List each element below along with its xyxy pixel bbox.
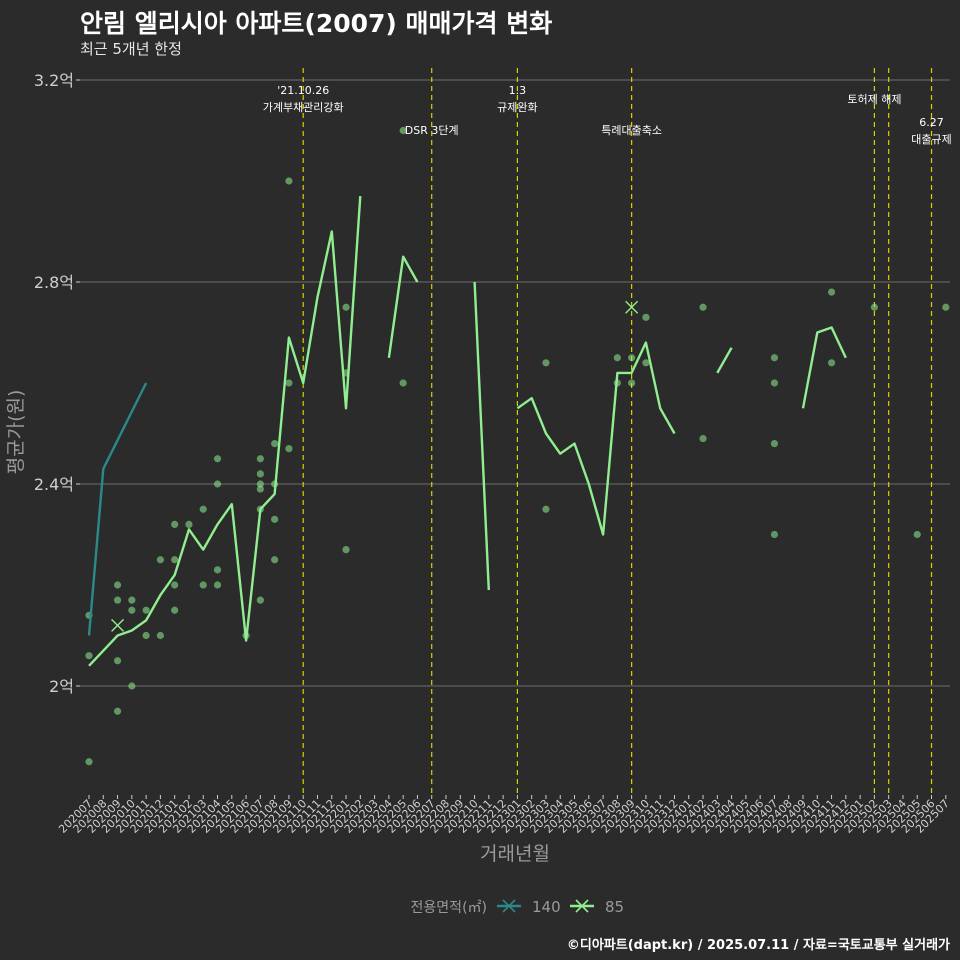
- legend-label: 85: [605, 898, 624, 916]
- cross-stroke: [111, 618, 125, 632]
- data-point: [827, 359, 836, 367]
- cross-marker: [625, 300, 639, 314]
- data-point: [827, 288, 836, 296]
- legend-title: 전용면적(㎡): [411, 900, 487, 916]
- event-label: 6.27: [919, 116, 944, 129]
- series-line-85: [473, 281, 490, 591]
- data-point: [271, 556, 279, 564]
- data-point: [642, 359, 650, 367]
- data-point: [542, 359, 550, 367]
- event-label: 가계부채관리강화: [263, 101, 344, 114]
- data-point: [613, 354, 621, 362]
- data-point: [113, 657, 122, 665]
- y-tick-label: 3.2억: [34, 71, 74, 90]
- data-point: [285, 445, 293, 453]
- chart-title: 안림 엘리시아 아파트(2007) 매매가격 변화: [80, 9, 553, 38]
- event-label: 특례대출축소: [601, 124, 662, 137]
- data-point: [171, 520, 179, 529]
- legend-item-85: [570, 899, 594, 913]
- data-point: [628, 379, 636, 387]
- chart-subtitle: 최근 5개년 한정: [80, 40, 182, 58]
- legend-label: 140: [532, 898, 561, 916]
- data-point: [171, 606, 179, 614]
- series-line-85: [801, 326, 847, 409]
- data-point: [870, 303, 879, 311]
- data-point: [699, 434, 707, 443]
- data-point: [770, 354, 779, 362]
- event-label: DSR 3단계: [405, 124, 459, 137]
- y-tick-label: 2억: [49, 677, 74, 696]
- data-point: [113, 581, 122, 589]
- data-point: [128, 682, 136, 690]
- x-axis-title: 거래년월: [480, 843, 550, 865]
- data-point: [256, 470, 264, 478]
- series-line-85: [387, 255, 419, 358]
- series-line-85: [716, 347, 733, 374]
- data-point: [156, 556, 164, 564]
- data-point: [770, 379, 779, 387]
- data-point: [342, 546, 350, 554]
- series-line-140: [87, 382, 148, 636]
- data-point: [256, 596, 264, 604]
- legend-key-cross: [502, 899, 516, 913]
- data-point: [256, 480, 264, 488]
- data-point: [199, 581, 207, 589]
- data-point: [770, 440, 779, 448]
- data-point: [913, 530, 921, 539]
- data-point: [399, 126, 407, 135]
- data-point: [628, 354, 636, 362]
- event-label: '21.10.26: [277, 84, 329, 97]
- data-point: [271, 440, 279, 448]
- data-point: [185, 520, 193, 529]
- data-point: [399, 379, 407, 387]
- data-point: [699, 303, 707, 311]
- plot-background: [80, 60, 950, 795]
- source-caption: ©디아파트(dapt.kr) / 2025.07.11 / 자료=국토교통부 실…: [566, 938, 950, 953]
- data-point: [770, 530, 779, 539]
- cross-stroke: [625, 300, 639, 314]
- data-point: [642, 313, 650, 321]
- cross-marker: [111, 618, 125, 632]
- event-label: 규제완화: [497, 101, 537, 114]
- data-point: [342, 303, 350, 311]
- series-line-85: [88, 196, 362, 667]
- data-point: [113, 707, 122, 715]
- y-tick-label: 2.8억: [34, 273, 74, 292]
- data-point: [156, 631, 164, 640]
- event-label: 1.3: [509, 84, 527, 97]
- data-point: [171, 556, 179, 564]
- data-point: [128, 606, 136, 614]
- data-point: [256, 485, 264, 493]
- y-tick-label: 2.4억: [34, 475, 74, 494]
- data-point: [113, 596, 122, 604]
- y-axis-title: 평균가(원): [5, 390, 27, 475]
- data-point: [85, 652, 93, 660]
- data-point: [142, 631, 150, 640]
- event-label: 대출규제: [911, 133, 951, 146]
- data-point: [128, 596, 136, 604]
- data-point: [142, 606, 150, 614]
- data-point: [213, 566, 222, 574]
- data-point: [271, 515, 279, 523]
- series-line-85: [516, 341, 676, 536]
- data-point: [285, 379, 293, 387]
- data-point: [213, 455, 222, 463]
- legend-item-140: [497, 899, 521, 913]
- data-point: [285, 177, 293, 185]
- data-point: [199, 505, 207, 513]
- data-point: [213, 480, 222, 488]
- data-point: [942, 303, 950, 311]
- data-point: [85, 758, 93, 766]
- data-point: [256, 455, 264, 463]
- data-point: [171, 581, 179, 589]
- event-label: 토허제 해제: [847, 92, 901, 106]
- legend-key-cross: [575, 899, 589, 913]
- data-point: [213, 581, 222, 589]
- data-point: [542, 505, 550, 513]
